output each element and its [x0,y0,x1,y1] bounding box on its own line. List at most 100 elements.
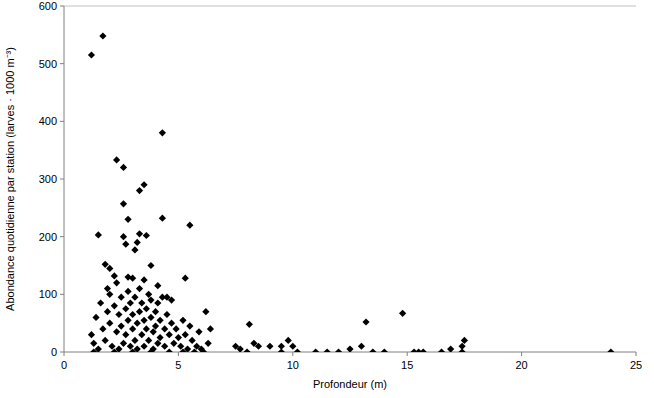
point [136,187,143,194]
point [106,265,113,272]
point [278,348,285,352]
point [122,331,129,338]
point [163,311,170,318]
plot-frame [64,6,636,7]
chart: 01002003004005006000510152025Profondeur … [0,0,654,398]
point [140,317,147,324]
point [207,325,214,332]
point [161,325,168,332]
point [399,310,406,317]
point [285,337,292,344]
point [166,348,173,352]
point [179,317,186,324]
point [115,311,122,318]
x-axis-label: Profondeur (m) [313,378,387,390]
point [200,348,207,352]
point [159,129,166,136]
x-tick [178,352,179,356]
point [111,272,118,279]
y-tick-label: 0 [51,346,57,358]
point [312,348,319,352]
y-tick-label: 400 [39,115,57,127]
y-axis-label: Abondance quotidienne par station (larve… [4,47,16,311]
point [106,320,113,327]
point [243,348,250,352]
point [170,340,177,347]
point [134,320,141,327]
point [161,343,168,350]
point [120,233,127,240]
point [129,325,136,332]
point [202,308,209,315]
point [88,51,95,58]
point [152,322,159,329]
point [134,239,141,246]
point [438,348,445,352]
point [138,299,145,306]
point [156,334,163,341]
point [168,320,175,327]
point [118,322,125,329]
point [147,262,154,269]
point [147,348,154,352]
point [88,331,95,338]
y-tick-label: 100 [39,288,57,300]
point [140,343,147,350]
point [129,348,136,352]
point [113,328,120,335]
point [175,334,182,341]
point [179,348,186,352]
point [102,337,109,344]
point [131,337,138,344]
point [255,343,262,350]
point [124,317,131,324]
y-tick [60,6,64,7]
point [120,164,127,171]
point [131,294,138,301]
y-tick [60,352,64,353]
point [99,325,106,332]
point [90,348,97,352]
point [191,348,198,352]
point [358,343,365,350]
point [195,328,202,335]
point [131,246,138,253]
point [381,348,388,352]
point [159,215,166,222]
point [173,325,180,332]
point [120,340,127,347]
point [143,325,150,332]
point [461,337,468,344]
point [324,348,331,352]
point [369,348,376,352]
point [182,275,189,282]
point [113,279,120,286]
point [127,299,134,306]
point [289,343,296,350]
point [136,285,143,292]
y-tick-label: 300 [39,173,57,185]
point [143,232,150,239]
point [420,348,427,352]
x-tick [636,352,637,356]
point [97,299,104,306]
point [447,346,454,352]
point [111,302,118,309]
x-tick [64,352,65,356]
point [143,305,150,312]
point [362,318,369,325]
point [346,346,353,352]
point [95,231,102,238]
point [140,276,147,283]
point [90,340,97,347]
point [189,337,196,344]
point [111,348,118,352]
point [145,337,152,344]
point [186,322,193,329]
x-tick-label: 10 [287,359,299,371]
x-tick [292,352,293,356]
point [147,297,154,304]
points [88,32,615,352]
point [129,311,136,318]
point [138,331,145,338]
